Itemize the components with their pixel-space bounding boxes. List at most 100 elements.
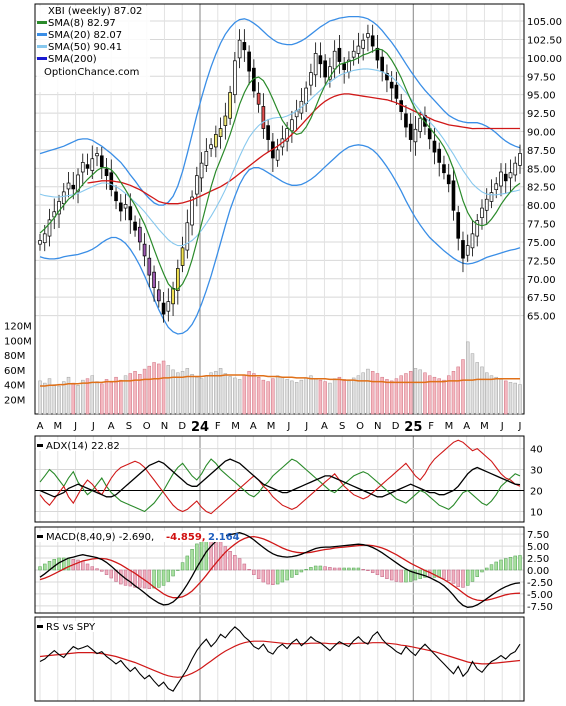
candle-body: [456, 212, 461, 239]
macd-histogram-bar: [475, 569, 479, 577]
volume-bar: [451, 371, 456, 415]
candle-body: [309, 72, 313, 86]
volume-tick-label: 60M: [4, 366, 25, 377]
month-label: 25: [404, 420, 422, 435]
plus-di-line: [39, 458, 521, 513]
candle-body: [171, 287, 175, 305]
macd-histogram-bar: [62, 557, 66, 571]
volume-bar: [318, 379, 323, 415]
macd-histogram-bar: [461, 569, 465, 588]
volume-bar: [361, 372, 365, 415]
volume-bar: [218, 368, 223, 415]
volume-bar: [299, 379, 304, 415]
month-label: A: [321, 421, 328, 432]
month-label: F: [428, 421, 434, 432]
volume-tick-label: 40M: [4, 381, 25, 392]
price-tick-label: 82.50: [527, 183, 556, 194]
volume-bar: [423, 372, 427, 415]
volume-bar: [304, 377, 308, 415]
macd-histogram-bar: [242, 563, 247, 571]
volume-bar: [309, 375, 313, 415]
volume-bar: [332, 378, 337, 415]
macd-histogram-bar: [456, 569, 460, 587]
volume-bar: [171, 369, 175, 415]
price-tick-label: 85.00: [527, 164, 556, 175]
volume-bar: [518, 384, 522, 415]
macd-histogram-bar: [385, 569, 389, 579]
macd-histogram-bar: [180, 562, 185, 571]
candle-body: [503, 173, 508, 182]
candle-body: [337, 47, 342, 62]
macd-histogram-bar: [394, 569, 399, 582]
price-tick-label: 105.00: [527, 17, 562, 28]
macd-histogram-bar: [413, 569, 418, 581]
price-frame: [34, 3, 525, 415]
candle-body: [80, 162, 85, 173]
candle-body: [356, 45, 361, 54]
candle-body: [104, 168, 109, 177]
macd-histogram-bar: [171, 569, 175, 577]
price-tick-label: 95.00: [527, 91, 556, 102]
candle-body: [489, 192, 494, 202]
volume-bar: [271, 378, 275, 415]
macd-histogram-bar: [95, 568, 99, 571]
candle-body: [413, 128, 418, 143]
price-tick-label: 80.00: [527, 201, 556, 212]
volume-bar: [100, 383, 104, 415]
macd-histogram-bar: [119, 569, 123, 585]
macd-histogram-bar: [375, 569, 380, 575]
volume-bar: [147, 365, 152, 415]
volume-bar: [513, 382, 517, 415]
candle-body: [137, 226, 142, 243]
month-label: S: [126, 421, 132, 432]
candle-body: [218, 128, 223, 138]
volume-bar: [461, 359, 465, 415]
macd-histogram-bar: [480, 569, 484, 573]
macd-frame: [34, 526, 525, 614]
macd-histogram-bar: [43, 563, 47, 571]
adx-line: [39, 458, 521, 498]
macd-histogram-bar: [494, 561, 498, 571]
macd-histogram-bar: [223, 546, 228, 571]
macd-histogram-bar: [332, 567, 337, 571]
rs-grid: [39, 617, 521, 701]
adx-label: ADX(14) 22.82: [46, 441, 120, 452]
rs-lines: [39, 626, 521, 692]
volume-bar: [52, 384, 56, 415]
volume-bar: [166, 365, 171, 415]
volume-bar: [404, 373, 408, 415]
candle-body: [261, 106, 266, 129]
volume-bar: [413, 368, 418, 415]
macd-histogram-bar: [380, 569, 384, 577]
price-tick-label: 87.50: [527, 146, 556, 157]
volume-bar: [142, 368, 147, 415]
macd-histogram-bar: [100, 569, 104, 572]
macd-histogram-bar: [337, 567, 342, 571]
price-tick-label: 97.50: [527, 72, 556, 83]
macd-histogram-bar: [233, 555, 237, 571]
month-label: F: [215, 421, 221, 432]
month-label: J: [500, 421, 504, 432]
macd-tick-label: 2.50: [527, 554, 549, 565]
candle-body: [123, 204, 128, 209]
volume-bar: [470, 353, 475, 415]
candle-body: [175, 268, 180, 291]
volume-bar: [90, 375, 95, 415]
macd-histogram-bar: [465, 569, 470, 586]
macd-histogram-bar: [275, 569, 280, 585]
month-label: J: [286, 421, 290, 432]
candle-body: [166, 301, 171, 312]
volume-bar: [418, 369, 422, 415]
candle-body: [118, 202, 123, 212]
macd-histogram-bar: [294, 569, 299, 575]
macd-histogram-bar: [309, 567, 313, 571]
candle-body: [342, 63, 346, 70]
volume-bar: [223, 373, 228, 415]
candle-body: [394, 84, 399, 99]
adx-frame: [34, 435, 525, 523]
candle-body: [85, 164, 90, 169]
price-candles: [38, 24, 522, 323]
candle-body: [275, 149, 280, 161]
macd-histogram-bar: [499, 559, 503, 571]
macd-histogram-bar: [157, 569, 161, 588]
